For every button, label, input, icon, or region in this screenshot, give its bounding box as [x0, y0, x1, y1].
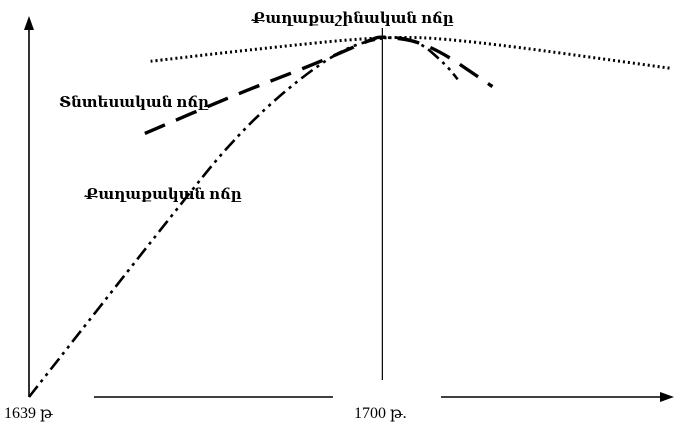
axes: [24, 16, 674, 402]
series-label-2: Քաղաքական ոճը: [85, 187, 242, 203]
series-line-1: [144, 35, 494, 136]
series-layer: [27, 35, 673, 398]
x-axis-arrow-icon: [660, 392, 674, 402]
x-tick-label-1639: 1639 թ: [4, 405, 53, 422]
series-label-0: Քաղաքաշինական ոճը: [252, 11, 454, 27]
y-axis-arrow-icon: [24, 16, 34, 30]
series-label-1: Տնտեսական ոճը: [59, 95, 209, 111]
series-line-2: [27, 36, 459, 398]
x-tick-label-1700: 1700 թ.: [354, 405, 407, 422]
